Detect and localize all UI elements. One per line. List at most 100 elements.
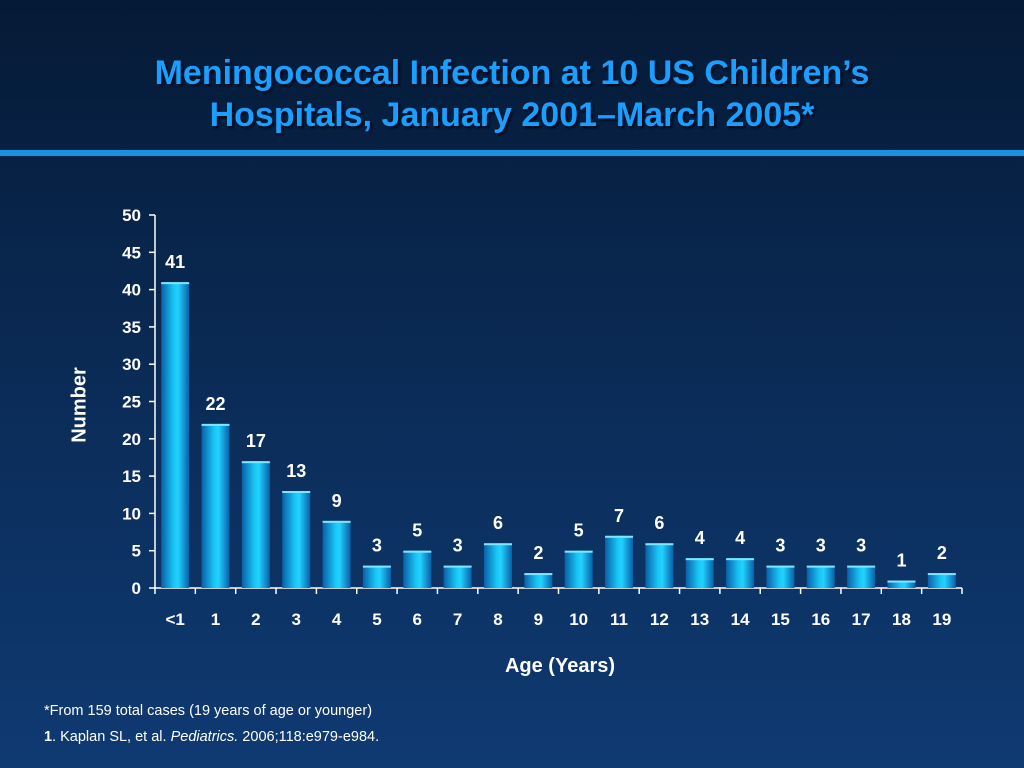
title-line-1: Meningococcal Infection at 10 US Childre… — [154, 54, 870, 92]
data-label: 4 — [695, 528, 705, 548]
chart-title: Meningococcal Infection at 10 US Childre… — [0, 52, 1024, 136]
data-label: 2 — [533, 543, 543, 563]
x-tick-label: 8 — [493, 610, 502, 629]
bar-highlight — [241, 461, 270, 464]
x-tick-label: 6 — [413, 610, 422, 629]
x-tick-label: 1 — [211, 610, 220, 629]
title-divider — [0, 150, 1024, 156]
data-label: 3 — [816, 536, 826, 556]
bar-highlight — [726, 558, 755, 561]
bar — [282, 491, 311, 588]
y-tick-label: 25 — [122, 393, 141, 412]
bar — [887, 580, 916, 588]
x-tick-label: 18 — [892, 610, 911, 629]
bar — [564, 550, 593, 588]
x-tick-label: 2 — [251, 610, 260, 629]
title-line-2: Hospitals, January 2001–March 2005* — [209, 96, 815, 134]
reference-journal: Pediatrics. — [170, 729, 239, 745]
data-label: 5 — [412, 521, 422, 541]
chart-bars — [161, 282, 956, 588]
bar-highlight — [564, 550, 593, 553]
bar-highlight — [645, 543, 674, 546]
data-label: 6 — [654, 513, 664, 533]
bar-highlight — [161, 282, 190, 285]
data-label: 3 — [372, 536, 382, 556]
y-tick-label: 0 — [132, 579, 141, 598]
y-tick-label: 45 — [122, 243, 141, 262]
y-axis-label: Number — [68, 367, 91, 443]
y-tick-label: 5 — [132, 542, 141, 561]
x-tick-label: 17 — [852, 610, 871, 629]
y-tick-label: 40 — [122, 281, 141, 300]
y-tick-label: 15 — [122, 467, 141, 486]
bar-highlight — [403, 550, 432, 553]
x-axis-label: Age (Years) — [504, 655, 616, 677]
bar — [161, 282, 190, 588]
bar — [685, 558, 714, 588]
data-label: 7 — [614, 506, 624, 526]
x-tick-label: 15 — [771, 610, 790, 629]
data-label: 1 — [896, 551, 906, 571]
x-tick-label: 12 — [650, 610, 669, 629]
bar — [726, 558, 755, 588]
x-tick-label: 7 — [453, 610, 462, 629]
data-label: 3 — [453, 536, 463, 556]
bar-highlight — [443, 565, 472, 568]
bar — [241, 461, 270, 588]
bar — [201, 423, 230, 588]
bar — [483, 543, 512, 588]
data-label: 13 — [286, 461, 306, 481]
bar-highlight — [483, 543, 512, 546]
x-tick-label: 3 — [291, 610, 300, 629]
bar-highlight — [201, 423, 230, 426]
bar-highlight — [806, 565, 835, 568]
y-tick-label: 10 — [122, 504, 141, 523]
bar-highlight — [524, 573, 553, 576]
data-label: 3 — [775, 536, 785, 556]
data-label: 9 — [332, 491, 342, 511]
x-tick-label: 5 — [372, 610, 381, 629]
chart-labels: 41<1221172133943556376829510711612413414… — [165, 252, 951, 629]
y-tick-label: 20 — [122, 430, 141, 449]
x-tick-label: 10 — [569, 610, 588, 629]
reference-number: 1 — [44, 729, 53, 745]
bar — [766, 565, 795, 588]
bar — [927, 573, 956, 588]
bar-highlight — [362, 565, 391, 568]
footnote-reference: 1. Kaplan SL, et al. Pediatrics. 2006;11… — [44, 729, 379, 745]
data-label: 4 — [735, 528, 745, 548]
bar-highlight — [847, 565, 876, 568]
x-tick-label: 11 — [610, 610, 628, 629]
data-label: 2 — [937, 543, 947, 563]
bar — [806, 565, 835, 588]
bar — [443, 565, 472, 588]
bar — [322, 520, 351, 588]
bar-highlight — [887, 580, 916, 583]
data-label: 3 — [856, 536, 866, 556]
bar-highlight — [766, 565, 795, 568]
x-tick-label: 14 — [731, 610, 750, 629]
x-tick-label: 19 — [932, 610, 951, 629]
data-label: 6 — [493, 513, 503, 533]
footnote-total-cases: *From 159 total cases (19 years of age o… — [44, 703, 373, 719]
data-label: 5 — [574, 521, 584, 541]
bar — [362, 565, 391, 588]
bar — [847, 565, 876, 588]
bar-highlight — [322, 520, 351, 523]
x-tick-label: 16 — [811, 610, 830, 629]
bar-highlight — [282, 491, 311, 494]
x-tick-label: 13 — [690, 610, 709, 629]
reference-citation: 2006;118:e979-e984. — [238, 729, 380, 745]
y-tick-label: 30 — [122, 355, 141, 374]
reference-authors: . Kaplan SL, et al. — [52, 729, 171, 745]
data-label: 41 — [165, 252, 185, 272]
bar — [605, 535, 634, 588]
bar — [403, 550, 432, 588]
x-tick-label: 9 — [534, 610, 543, 629]
x-tick-label: 4 — [332, 610, 342, 629]
data-label: 22 — [206, 394, 226, 414]
bar — [524, 573, 553, 588]
y-tick-label: 35 — [122, 318, 141, 337]
